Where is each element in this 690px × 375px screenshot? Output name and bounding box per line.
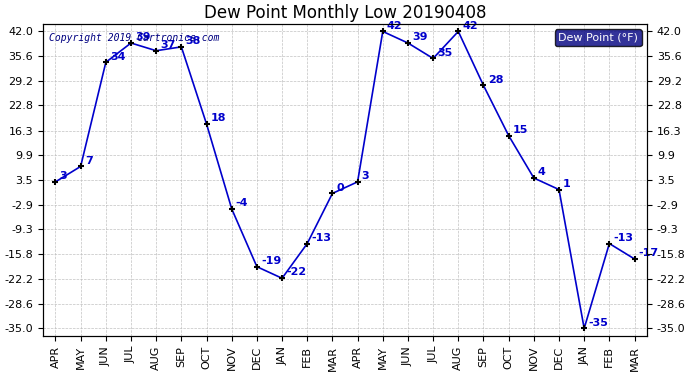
- Text: 28: 28: [488, 75, 503, 85]
- Legend: Dew Point (°F): Dew Point (°F): [555, 29, 642, 46]
- Text: 39: 39: [412, 32, 428, 42]
- Text: 15: 15: [513, 125, 528, 135]
- Text: -35: -35: [589, 318, 608, 328]
- Text: 42: 42: [462, 21, 478, 31]
- Text: 35: 35: [437, 48, 453, 58]
- Text: 18: 18: [210, 113, 226, 123]
- Text: 3: 3: [59, 171, 67, 181]
- Text: 38: 38: [186, 36, 201, 46]
- Text: -13: -13: [613, 233, 633, 243]
- Text: 42: 42: [387, 21, 402, 31]
- Text: 3: 3: [362, 171, 369, 181]
- Text: -19: -19: [261, 256, 282, 266]
- Text: 7: 7: [85, 156, 92, 166]
- Text: 0: 0: [337, 183, 344, 193]
- Text: 34: 34: [110, 51, 126, 62]
- Text: Copyright 2019 Cartronics.com: Copyright 2019 Cartronics.com: [49, 33, 219, 43]
- Title: Dew Point Monthly Low 20190408: Dew Point Monthly Low 20190408: [204, 4, 486, 22]
- Text: -4: -4: [236, 198, 248, 208]
- Text: -13: -13: [311, 233, 331, 243]
- Text: -22: -22: [286, 267, 306, 278]
- Text: -17: -17: [639, 248, 659, 258]
- Text: 1: 1: [563, 179, 571, 189]
- Text: 39: 39: [135, 32, 150, 42]
- Text: 37: 37: [160, 40, 176, 50]
- Text: 4: 4: [538, 167, 546, 177]
